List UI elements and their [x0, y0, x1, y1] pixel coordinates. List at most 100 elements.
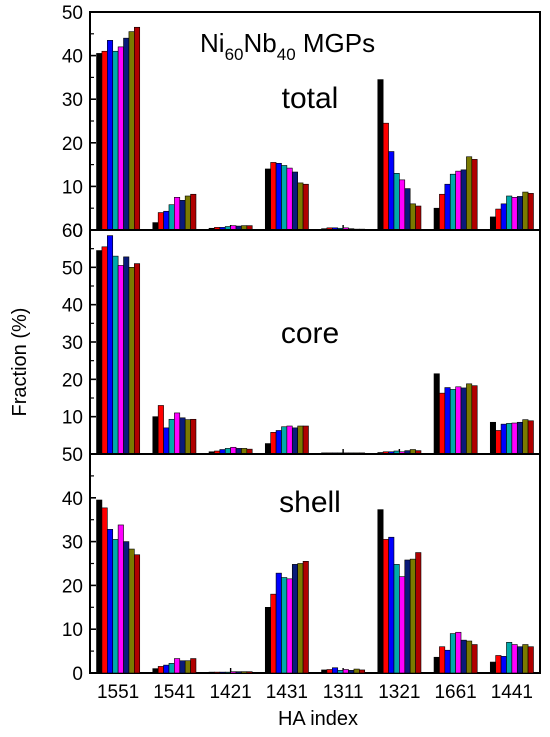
bar-total-1541-s2: [157, 212, 164, 231]
y-tick-label: 20: [62, 576, 83, 597]
bar-total-1541-s7: [184, 195, 191, 231]
bar-total-1431-s5: [286, 167, 293, 231]
bar-shell-1441-s8: [527, 646, 534, 674]
bar-core-1661-s2: [439, 392, 446, 455]
bar-shell-1541-s3: [163, 664, 170, 674]
bar-core-1661-s1: [433, 373, 440, 455]
bar-shell-1431-s6: [291, 564, 298, 674]
bar-total-1431-s6: [291, 171, 298, 231]
bar-core-1431-s3: [275, 430, 282, 455]
panel-title-total: total: [282, 82, 339, 115]
bar-core-1541-s5: [174, 412, 181, 455]
bar-shell-1661-s7: [466, 640, 473, 674]
bar-total-1541-s8: [190, 193, 197, 231]
bar-shell-1551-s6: [123, 541, 130, 674]
y-tick-label: 30: [62, 90, 83, 111]
bar-core-1661-s8: [471, 385, 478, 455]
bar-core-1541-s8: [190, 418, 197, 455]
bar-total-1661-s5: [455, 170, 462, 231]
figure-title-suffix: MGPs: [296, 28, 375, 58]
bar-shell-1541-s1: [152, 668, 159, 674]
panel-total: 0 10 20 30 40 50 total: [62, 3, 541, 242]
bar-shell-1661-s4: [449, 633, 456, 674]
bar-core-1661-s4: [449, 389, 456, 455]
x-axis-title: HA index: [278, 708, 358, 730]
bar-shell-1311-s2: [326, 669, 333, 674]
bar-shell-1421-s6: [235, 671, 242, 674]
bar-core-1661-s6: [460, 387, 467, 455]
bar-shell-1421-s5: [230, 671, 237, 674]
bar-core-1441-s8: [527, 420, 534, 455]
bar-shell-1431-s5: [286, 578, 293, 674]
bar-total-1661-s7: [466, 156, 473, 231]
bar-shell-1431-s1: [264, 606, 271, 674]
bar-shell-1551-s3: [107, 529, 114, 674]
y-tick-label: 50: [62, 3, 83, 24]
bar-shell-1431-s2: [270, 593, 277, 674]
bar-core-1441-s1: [489, 421, 496, 455]
bar-core-1431-s5: [286, 425, 293, 455]
bar-total-1321-s5: [399, 179, 406, 231]
y-tick-label: 0: [72, 664, 83, 685]
bar-total-1321-s8: [415, 205, 422, 231]
bar-shell-1441-s1: [489, 661, 496, 674]
bar-shell-1441-s3: [500, 656, 507, 674]
bar-shell-1441-s5: [511, 644, 518, 674]
bar-shell-1311-s8: [359, 669, 366, 674]
bar-core-1431-s1: [264, 443, 271, 455]
y-tick-label: 10: [62, 408, 83, 429]
bar-shell-1421-s1: [208, 671, 215, 674]
bar-shell-1441-s4: [506, 642, 513, 674]
bar-shell-1311-s4: [337, 670, 344, 674]
bar-core-1551-s1: [96, 250, 103, 455]
bar-shell-1661-s5: [455, 631, 462, 674]
bar-total-1321-s4: [393, 173, 400, 231]
bar-total-1441-s6: [516, 196, 523, 231]
chart-panels: 0 10 20 30 40 50 total 10 20 30 40 50 60 core 0 10 20 30 4…: [62, 3, 541, 703]
bar-shell-1661-s3: [444, 649, 451, 674]
bar-core-1661-s5: [455, 386, 462, 455]
bar-total-1441-s7: [522, 191, 529, 231]
y-tick-label: 30: [62, 533, 83, 554]
bar-shell-1311-s3: [332, 667, 339, 674]
bar-total-1441-s1: [489, 216, 496, 231]
bar-shell-1321-s7: [409, 558, 416, 674]
bar-shell-1551-s7: [128, 548, 135, 674]
bar-shell-1661-s6: [460, 639, 467, 674]
bar-core-1661-s7: [466, 383, 473, 455]
bar-core-1431-s6: [291, 427, 298, 455]
bar-core-1431-s7: [297, 425, 304, 455]
bar-total-1551-s3: [107, 40, 114, 231]
bar-core-1541-s2: [157, 405, 164, 455]
bar-total-1431-s4: [281, 165, 288, 231]
bar-shell-1551-s5: [117, 524, 124, 674]
figure-title: Ni60Nb40 MGPs: [200, 28, 375, 64]
figure-title-subscript-60: 60: [225, 45, 244, 64]
bar-shell-1541-s8: [190, 658, 197, 674]
y-tick-label: 20: [62, 134, 83, 155]
bar-core-1551-s8: [134, 263, 141, 455]
bar-core-1541-s6: [179, 417, 186, 455]
bar-total-1661-s2: [439, 193, 446, 231]
bar-total-1541-s3: [163, 210, 170, 231]
bar-total-1551-s8: [134, 26, 141, 231]
bar-shell-1441-s6: [516, 646, 523, 674]
bar-core-1551-s7: [128, 267, 135, 455]
bar-total-1551-s6: [123, 37, 130, 231]
bar-shell-1541-s5: [174, 658, 181, 674]
y-tick-label: 60: [62, 221, 83, 242]
bar-core-1441-s2: [495, 430, 502, 455]
bar-core-1441-s5: [511, 422, 518, 455]
y-tick-label: 50: [62, 445, 83, 466]
figure-title-element-nb: Nb: [243, 28, 276, 58]
bar-shell-1431-s4: [281, 577, 288, 674]
bar-shell-1551-s4: [112, 539, 119, 674]
bar-total-1541-s6: [179, 200, 186, 231]
bar-core-1551-s2: [101, 246, 108, 455]
bar-shell-1541-s4: [168, 663, 175, 674]
bar-core-1541-s7: [184, 419, 191, 455]
bar-total-1541-s4: [168, 204, 175, 231]
bar-shell-1421-s7: [241, 671, 248, 674]
y-axis-title: Fraction (%): [9, 308, 31, 417]
